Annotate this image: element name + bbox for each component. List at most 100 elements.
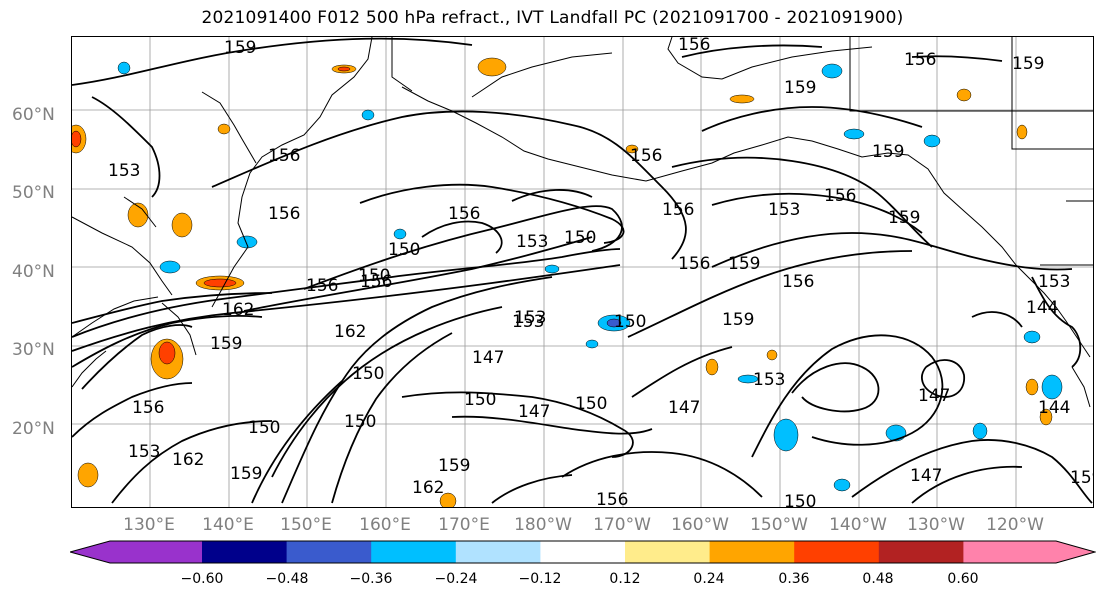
contour-label: 156 [596, 490, 628, 508]
lat-label-50n: 50°N [12, 183, 55, 203]
contour-label: 147 [910, 466, 942, 486]
contour-label: 150 [784, 492, 816, 508]
contour-label: 153 [108, 161, 140, 181]
lon-label-130w: 130°W [907, 515, 965, 535]
contour-label: 159 [1012, 54, 1044, 74]
contour-label: 159 [230, 464, 262, 484]
contour-label: 159 [210, 334, 242, 354]
contour-label: 156 [678, 37, 710, 55]
lat-label-60n: 60°N [12, 105, 55, 125]
contour-label: 150 [358, 266, 390, 286]
contours [72, 37, 1093, 504]
contour-label: 159 [224, 38, 256, 58]
contour-label: 162 [172, 450, 204, 470]
coastlines [72, 37, 1093, 408]
colorbar-tick: −0.36 [349, 571, 393, 587]
contour-label: 156 [360, 272, 392, 292]
colorbar-swatch [202, 541, 288, 563]
contour-label: 147 [472, 348, 504, 368]
contour-label: 156 [268, 204, 300, 224]
lon-label-150e: 150°E [280, 515, 332, 535]
contour-label: 147 [518, 402, 550, 422]
colorbar-swatch [371, 541, 457, 563]
contour-labels: 159 156 156 159 150 153 156 156 156 159 … [108, 37, 1094, 508]
contour-label: 156 [268, 146, 300, 166]
contour-label: 156 [630, 146, 662, 166]
contour-label: 144 [1026, 298, 1058, 318]
contour-label: 156 [662, 200, 694, 220]
contour-label: 156 [782, 272, 814, 292]
contour-label: 159 [872, 142, 904, 162]
lon-label-170e: 170°E [438, 515, 490, 535]
contour-label: 150 [248, 418, 280, 438]
contour-label: 153 [512, 312, 544, 332]
contour-label: 147 [668, 398, 700, 418]
contour-label: 159 [784, 78, 816, 98]
map-title: 2021091400 F012 500 hPa refract., IVT La… [201, 8, 904, 28]
contour-label: 156 [448, 204, 480, 224]
contour-label: 150 [614, 312, 646, 332]
contour-label: 153 [1038, 272, 1070, 292]
contour-label: 156 [904, 50, 936, 70]
contour-label: 150 [388, 240, 420, 260]
colorbar-tick: 0.48 [862, 571, 894, 587]
contour-label: 156 [132, 398, 164, 418]
contour-label: 159 [722, 310, 754, 330]
contour-label: 162 [334, 322, 366, 342]
lon-label-160e: 160°E [359, 515, 411, 535]
contour-label: 144 [1038, 398, 1070, 418]
lon-label-160w: 160°W [671, 515, 729, 535]
lon-label-120w: 120°W [986, 515, 1044, 535]
colorbar-swatch [540, 541, 626, 563]
contour-label: 159 [728, 254, 760, 274]
colorbar-tick: −0.24 [434, 571, 478, 587]
map-canvas: 159 156 156 159 150 153 156 156 156 159 … [72, 37, 1094, 508]
lon-label-150w: 150°W [750, 515, 808, 535]
contour-label: 159 [438, 456, 470, 476]
contour-label: 162 [222, 300, 254, 320]
contour-label: 153 [128, 442, 160, 462]
colorbar-swatch [878, 541, 964, 563]
contour-label: 150 [564, 228, 596, 248]
colorbar-tick: −0.12 [518, 571, 562, 587]
lon-label-130e: 130°E [123, 515, 175, 535]
contour-label: 153 [768, 200, 800, 220]
colorbar [70, 540, 1096, 564]
colorbar-swatch [455, 541, 541, 563]
colorbar-tick: 0.60 [947, 571, 979, 587]
map-panel: 159 156 156 159 150 153 156 156 156 159 … [71, 36, 1094, 508]
contour-label: 156 [824, 186, 856, 206]
lon-label-170w: 170°W [593, 515, 651, 535]
contour-label: 153 [514, 308, 546, 328]
contour-label: 147 [918, 386, 950, 406]
contour-label: 159 [1070, 468, 1094, 488]
contour-label: 162 [412, 478, 444, 498]
lon-label-140e: 140°E [202, 515, 254, 535]
colorbar-swatch [709, 541, 795, 563]
contour-label: 150 [344, 412, 376, 432]
colorbar-tick: 0.12 [609, 571, 641, 587]
lat-label-20n: 20°N [12, 419, 55, 439]
colorbar-tick: 0.24 [693, 571, 725, 587]
contour-label: 156 [306, 276, 338, 296]
colorbar-swatch [286, 541, 372, 563]
shaded-field [72, 57, 1063, 507]
colorbar-tick: −0.60 [180, 571, 224, 587]
colorbar-tick: 0.36 [778, 571, 810, 587]
contour-label: 153 [516, 232, 548, 252]
contour-label: 150 [575, 394, 607, 414]
lat-label-40n: 40°N [12, 262, 55, 282]
colorbar-swatch [794, 541, 880, 563]
colorbar-swatch [70, 541, 202, 563]
contour-label: 156 [678, 254, 710, 274]
lon-label-180w: 180°W [514, 515, 572, 535]
contour-label: 159 [888, 208, 920, 228]
contour-label: 153 [753, 370, 785, 390]
contour-label: 150 [464, 390, 496, 410]
lat-label-30n: 30°N [12, 340, 55, 360]
colorbar-swatch [963, 541, 1095, 563]
lon-label-140w: 140°W [829, 515, 887, 535]
contour-label: 150 [352, 364, 384, 384]
colorbar-tick: −0.48 [265, 571, 309, 587]
colorbar-swatch [625, 541, 711, 563]
